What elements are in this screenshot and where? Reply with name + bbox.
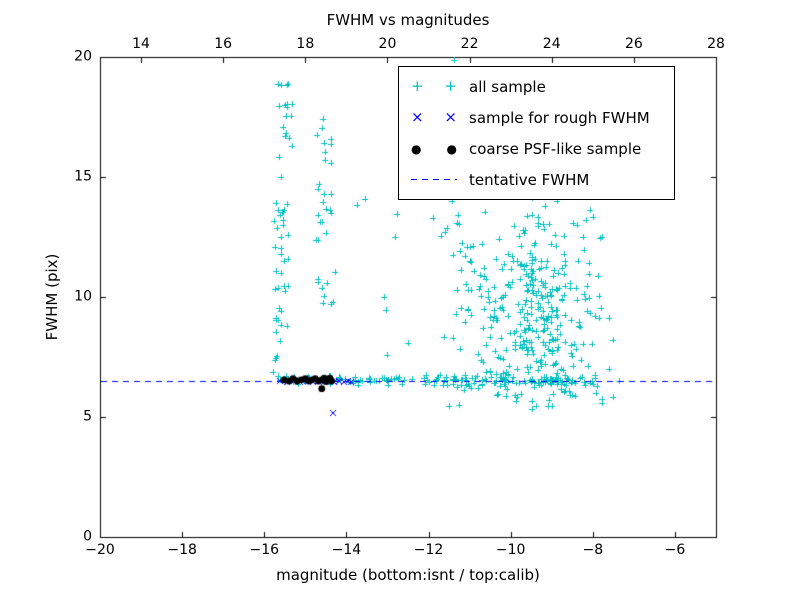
x-top-tick-label: 20 xyxy=(378,36,397,52)
x-top-tick-label: 26 xyxy=(624,36,643,52)
legend-item-label: tentative FWHM xyxy=(469,170,590,189)
x-top-tick-label: 18 xyxy=(296,36,315,52)
x-bottom-tick-label: −16 xyxy=(249,542,280,558)
y-tick-label: 15 xyxy=(74,168,92,185)
y-tick-label: 10 xyxy=(74,288,92,305)
x-bottom-tick-label: −18 xyxy=(167,542,197,558)
x-bottom-tick-label: −12 xyxy=(413,542,444,558)
x-bottom-tick-label: −10 xyxy=(495,542,526,558)
y-axis-label: FWHM (pix) xyxy=(43,253,61,341)
x-top-tick-label: 28 xyxy=(707,36,725,52)
legend: + + all sample × × sample for rough FWHM ● ● coa… xyxy=(398,66,675,200)
chart-title: FWHM vs magnitudes xyxy=(326,11,490,29)
y-tick-label: 20 xyxy=(74,48,92,65)
legend-item: + + all sample xyxy=(411,76,650,97)
x-top-tick-label: 14 xyxy=(132,36,150,52)
x-bottom-tick-label: −14 xyxy=(331,542,362,558)
legend-item: ● ● coarse PSF-like sample xyxy=(411,138,650,159)
legend-item: × × sample for rough FWHM xyxy=(411,107,650,128)
x-top-tick-label: 16 xyxy=(214,36,233,52)
legend-item: tentative FWHM xyxy=(411,169,650,190)
x-top-tick-label: 22 xyxy=(460,36,479,52)
x-top-tick-label: 24 xyxy=(542,36,561,52)
legend-item-label: sample for rough FWHM xyxy=(469,108,650,127)
legend-item-label: coarse PSF-like sample xyxy=(469,139,642,158)
dashed-line-marker-icon xyxy=(411,179,457,180)
dot-marker-icon: ● ● xyxy=(411,141,457,156)
x-bottom-tick-label: −6 xyxy=(664,542,686,558)
x-bottom-tick-label: −20 xyxy=(85,542,115,558)
cross-marker-icon: × × xyxy=(411,108,457,126)
x-axis-label: magnitude (bottom:isnt / top:calib) xyxy=(276,566,540,584)
x-bottom-tick-label: −8 xyxy=(582,542,604,558)
y-tick-label: 5 xyxy=(83,408,92,425)
y-tick-label: 0 xyxy=(83,528,92,545)
plus-marker-icon: + + xyxy=(411,77,457,95)
legend-item-label: all sample xyxy=(469,77,546,96)
